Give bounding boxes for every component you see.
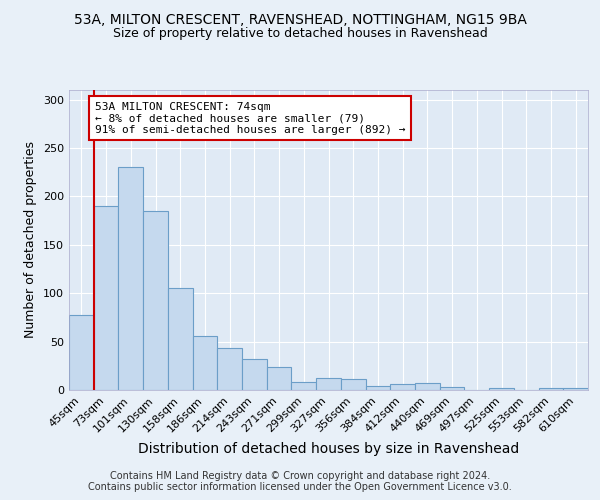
Bar — [563, 388, 588, 390]
Bar — [390, 384, 415, 390]
X-axis label: Distribution of detached houses by size in Ravenshead: Distribution of detached houses by size … — [138, 442, 519, 456]
Bar — [168, 288, 193, 390]
Bar — [193, 336, 217, 390]
Bar — [217, 348, 242, 390]
Bar — [341, 380, 365, 390]
Bar — [489, 388, 514, 390]
Bar — [292, 382, 316, 390]
Bar — [242, 359, 267, 390]
Bar — [143, 211, 168, 390]
Bar — [415, 383, 440, 390]
Bar — [118, 168, 143, 390]
Bar — [440, 387, 464, 390]
Text: 53A MILTON CRESCENT: 74sqm
← 8% of detached houses are smaller (79)
91% of semi-: 53A MILTON CRESCENT: 74sqm ← 8% of detac… — [95, 102, 406, 135]
Text: 53A, MILTON CRESCENT, RAVENSHEAD, NOTTINGHAM, NG15 9BA: 53A, MILTON CRESCENT, RAVENSHEAD, NOTTIN… — [74, 12, 526, 26]
Bar — [539, 388, 563, 390]
Text: Size of property relative to detached houses in Ravenshead: Size of property relative to detached ho… — [113, 28, 487, 40]
Bar — [267, 367, 292, 390]
Bar — [94, 206, 118, 390]
Y-axis label: Number of detached properties: Number of detached properties — [25, 142, 37, 338]
Text: Contains HM Land Registry data © Crown copyright and database right 2024.
Contai: Contains HM Land Registry data © Crown c… — [88, 471, 512, 492]
Bar — [316, 378, 341, 390]
Bar — [69, 314, 94, 390]
Bar — [365, 386, 390, 390]
